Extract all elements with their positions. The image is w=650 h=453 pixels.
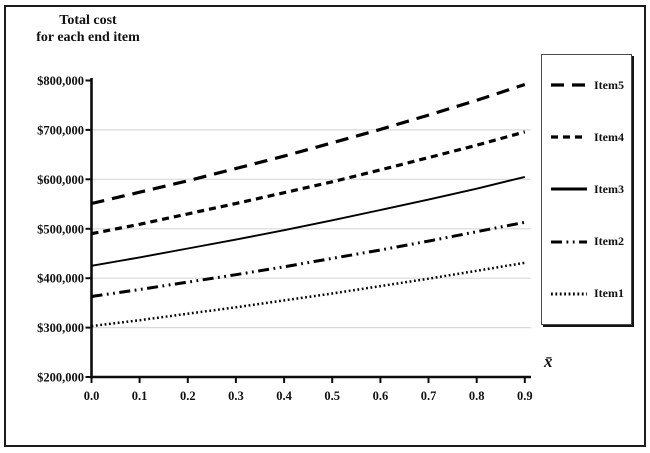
legend-line-sample-icon <box>551 135 587 139</box>
legend-entry-item2: Item2 <box>542 234 631 249</box>
legend-label: Item4 <box>594 129 624 144</box>
x-axis-label: x̄ <box>544 352 553 371</box>
y-tick-label: $800,000 <box>37 74 84 88</box>
x-tick-label: 0.1 <box>132 389 148 403</box>
legend-line-sample-icon <box>551 292 587 296</box>
x-tick-label: 0.3 <box>228 389 244 403</box>
legend: Item5 Item4 Item3 Item2 Item1 <box>541 54 632 325</box>
y-tick-label: $400,000 <box>37 272 84 286</box>
x-tick-label: 0.2 <box>180 389 196 403</box>
x-tick-label: 0.7 <box>421 389 437 403</box>
axes <box>85 78 531 383</box>
y-tick-label: $200,000 <box>37 371 84 385</box>
legend-entry-item4: Item4 <box>542 130 631 145</box>
gridlines <box>91 129 531 329</box>
legend-entry-item1: Item1 <box>542 286 631 301</box>
x-tick-label: 0.4 <box>276 389 292 403</box>
x-tick-label: 0.9 <box>517 389 533 403</box>
legend-label: Item3 <box>594 181 624 196</box>
legend-entry-item3: Item3 <box>542 182 631 197</box>
series-line-item1 <box>91 261 526 328</box>
x-tick-label: 0.0 <box>84 389 100 403</box>
y-tick-label: $500,000 <box>37 222 84 236</box>
chart-title: Total cost for each end item <box>18 12 158 46</box>
x-tick-label: 0.5 <box>324 389 340 403</box>
y-tick-label: $300,000 <box>37 321 84 335</box>
series-line-item4 <box>91 130 526 236</box>
legend-label: Item2 <box>594 234 624 249</box>
series-line-item5 <box>91 82 526 206</box>
legend-label: Item5 <box>594 77 624 92</box>
y-tick-label: $700,000 <box>37 123 84 137</box>
y-tick-label: $600,000 <box>37 173 84 187</box>
chart-title-line1: Total cost <box>59 13 117 28</box>
series-line-item2 <box>91 220 526 298</box>
x-tick-label: 0.8 <box>469 389 485 403</box>
legend-label: Item1 <box>594 286 624 301</box>
legend-entry-item5: Item5 <box>542 78 631 93</box>
x-tick-label: 0.6 <box>373 389 389 403</box>
series-line-item3 <box>91 175 526 267</box>
legend-line-sample-icon <box>551 240 587 244</box>
legend-line-sample-icon <box>551 187 587 191</box>
chart-title-line2: for each end item <box>36 30 140 45</box>
legend-line-sample-icon <box>551 83 587 87</box>
